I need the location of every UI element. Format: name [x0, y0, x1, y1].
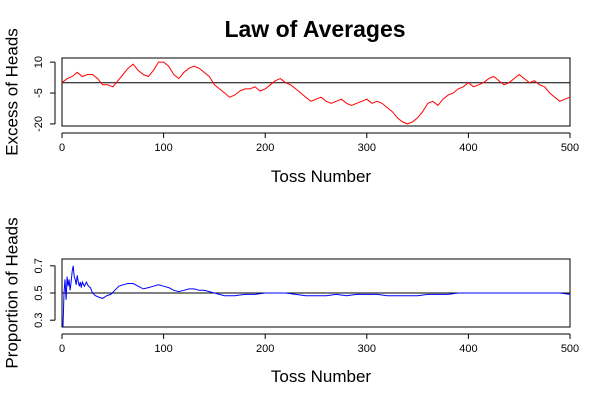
x-axis-label: Toss Number [271, 167, 371, 186]
x-tick-label: 100 [154, 343, 172, 355]
x-axis: 0 100 200 300 400 500 [59, 333, 579, 355]
x-tick-label: 0 [59, 142, 65, 154]
x-tick-label: 300 [358, 142, 376, 154]
y-tick-label: -20 [33, 116, 45, 132]
proportion-series-line [62, 265, 571, 328]
x-tick-label: 500 [561, 142, 579, 154]
plot-frame [61, 57, 571, 127]
x-tick-label: 100 [154, 142, 172, 154]
x-tick-label: 200 [256, 142, 274, 154]
x-tick-label: 400 [459, 142, 477, 154]
x-tick-label: 400 [459, 343, 477, 355]
proportion-of-heads-panel: 0 100 200 300 400 500 0.3 0.5 0.7 Toss Number P… [2, 217, 579, 386]
y-axis-label: Excess of Heads [2, 28, 21, 156]
excess-of-heads-panel: 0 100 200 300 400 500 -20 -5 10 Toss Number Exc… [2, 28, 579, 186]
excess-series-line [61, 61, 571, 125]
y-axis-label: Proportion of Heads [2, 217, 21, 368]
y-axis: 0.3 0.5 0.7 [33, 258, 56, 328]
chart-title: Law of Averages [224, 16, 405, 42]
x-axis-label: Toss Number [271, 367, 371, 386]
y-tick-label: 10 [33, 56, 45, 68]
y-tick-label: 0.7 [33, 258, 45, 273]
x-tick-label: 200 [256, 343, 274, 355]
y-tick-label: -5 [33, 88, 45, 98]
y-tick-label: 0.5 [33, 285, 45, 300]
y-axis: -20 -5 10 [33, 56, 56, 132]
y-tick-label: 0.3 [33, 313, 45, 328]
x-axis: 0 100 200 300 400 500 [59, 132, 579, 154]
x-tick-label: 300 [358, 343, 376, 355]
x-tick-label: 500 [561, 343, 579, 355]
x-tick-label: 0 [59, 343, 65, 355]
